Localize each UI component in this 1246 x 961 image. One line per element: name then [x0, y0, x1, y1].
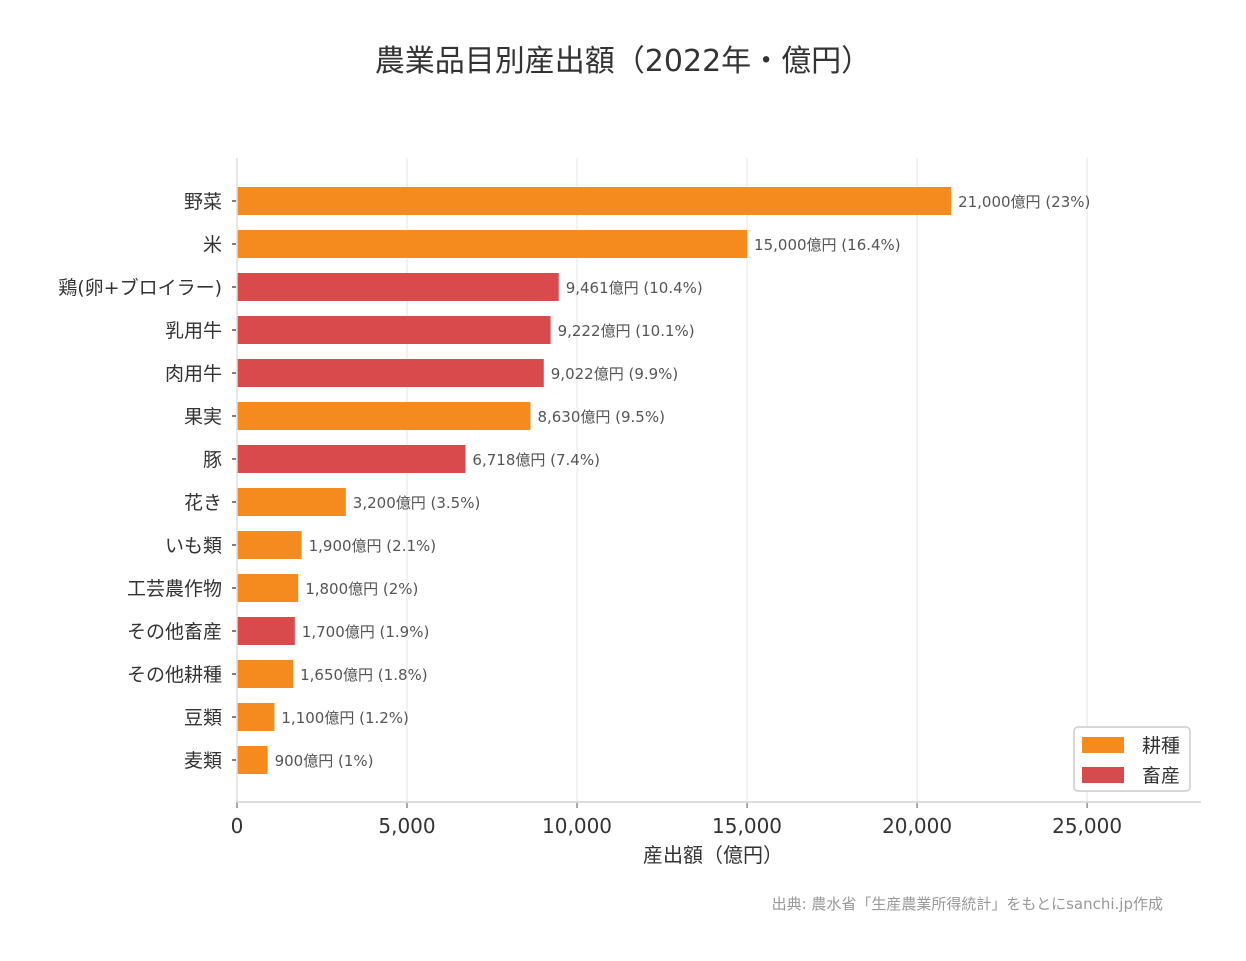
legend-swatch [1082, 767, 1124, 783]
chart-title: 農業品目別産出額（2022年・億円） [375, 44, 871, 79]
y-tick-label: 工芸農作物 [127, 578, 222, 600]
y-tick-label: 鶏(卵+ブロイラー) [58, 276, 222, 299]
data-label: 1,800億円 (2%) [305, 580, 418, 598]
y-tick-label: 肉用牛 [165, 363, 222, 385]
legend-swatch [1082, 737, 1124, 753]
bar [237, 359, 544, 387]
data-label: 6,718億円 (7.4%) [472, 451, 600, 469]
bar [237, 660, 294, 688]
data-label: 21,000億円 (23%) [958, 193, 1090, 211]
y-tick-label: 乳用牛 [165, 320, 222, 342]
x-tick-label: 20,000 [882, 814, 952, 838]
data-label: 1,900億円 (2.1%) [309, 537, 437, 555]
bar [237, 617, 295, 645]
x-axis-label: 産出額（億円） [643, 843, 783, 867]
y-tick-label: 花き [184, 492, 222, 514]
data-label: 3,200億円 (3.5%) [353, 494, 481, 512]
y-tick-label: その他畜産 [127, 621, 222, 643]
y-tick-label: いも類 [165, 535, 222, 557]
y-tick-label: 米 [203, 234, 222, 256]
data-label: 1,650億円 (1.8%) [300, 666, 428, 684]
y-tick-label: 豚 [203, 449, 222, 471]
bar [237, 703, 275, 731]
y-tick-label: 野菜 [184, 191, 222, 213]
bar [237, 402, 531, 430]
source-note: 出典: 農水省「生産農業所得統計」をもとにsanchi.jp作成 [772, 895, 1163, 913]
data-label: 1,700億円 (1.9%) [302, 623, 430, 641]
bar [237, 187, 952, 215]
bar [237, 746, 268, 774]
x-tick-label: 10,000 [542, 814, 612, 838]
x-tick-label: 0 [231, 814, 244, 838]
y-tick-label: 麦類 [184, 750, 222, 772]
bar [237, 531, 302, 559]
bar [237, 488, 346, 516]
bar [237, 316, 551, 344]
data-label: 15,000億円 (16.4%) [754, 236, 901, 254]
data-label: 9,461億円 (10.4%) [566, 279, 703, 297]
x-tick-label: 15,000 [712, 814, 782, 838]
y-tick-label: その他耕種 [127, 664, 222, 686]
bar [237, 273, 559, 301]
bar [237, 574, 299, 602]
y-tick-label: 豆類 [184, 707, 222, 729]
data-label: 1,100億円 (1.2%) [281, 709, 409, 727]
x-tick-label: 5,000 [378, 814, 435, 838]
data-label: 900億円 (1%) [275, 752, 374, 770]
legend-label: 畜産 [1142, 765, 1180, 787]
data-label: 9,022億円 (9.9%) [551, 365, 679, 383]
x-tick-label: 25,000 [1052, 814, 1122, 838]
y-tick-label: 果実 [184, 406, 222, 428]
data-label: 9,222億円 (10.1%) [558, 322, 695, 340]
bar [237, 230, 748, 258]
data-label: 8,630億円 (9.5%) [537, 408, 665, 426]
bar [237, 445, 466, 473]
legend-label: 耕種 [1142, 735, 1180, 757]
